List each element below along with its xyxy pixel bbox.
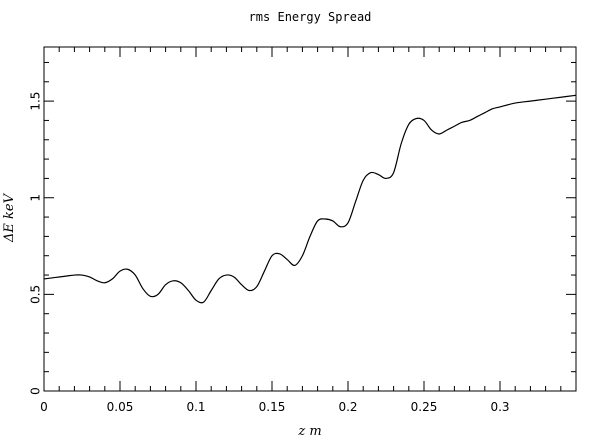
y-axis-label: ΔE keV [2, 192, 17, 243]
x-tick-label: 0.1 [186, 400, 205, 414]
plot-frame [43, 46, 577, 392]
tick-marks [43, 47, 577, 392]
y-tick-label: 1.5 [29, 92, 43, 111]
series-line-0 [43, 94, 577, 304]
x-tick-label: 0.05 [107, 400, 134, 414]
y-tick-label: 0.5 [29, 285, 43, 304]
y-tick-label: 0 [29, 387, 43, 395]
x-tick-label: 0.25 [411, 400, 438, 414]
x-tick-label: 0.15 [259, 400, 286, 414]
x-tick-label: 0.3 [490, 400, 509, 414]
x-tick-label: 0 [40, 400, 48, 414]
chart-title: rms Energy Spread [249, 10, 372, 24]
series-layer [43, 94, 577, 304]
x-axis-label: z m [297, 424, 321, 439]
tick-labels: 0 0.05 0.1 0.15 0.2 0.25 0.3 0 0.5 1 1.5 [29, 92, 510, 414]
x-tick-label: 0.2 [338, 400, 357, 414]
plot-border [43, 46, 577, 392]
y-tick-label: 1 [29, 194, 43, 202]
